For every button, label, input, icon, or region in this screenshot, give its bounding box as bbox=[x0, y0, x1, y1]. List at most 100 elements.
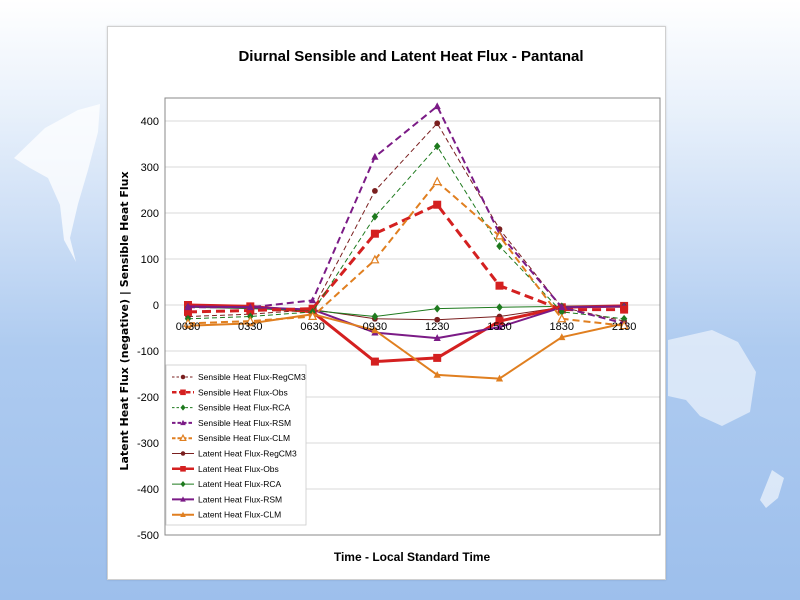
y-tick-label: -400 bbox=[137, 484, 159, 496]
plot-area-border bbox=[164, 97, 661, 536]
legend-label: Latent Heat Flux-RCA bbox=[198, 479, 281, 489]
legend-label: Sensible Heat Flux-RSM bbox=[198, 418, 291, 428]
legend-item: Sensible Heat Flux-RCA bbox=[172, 403, 290, 413]
data-point bbox=[371, 312, 379, 321]
data-point bbox=[246, 306, 255, 315]
line-chart: Diurnal Sensible and Latent Heat Flux - … bbox=[118, 48, 661, 564]
series-5 bbox=[183, 176, 629, 330]
x-tick-label: 1230 bbox=[425, 321, 449, 333]
data-point bbox=[558, 307, 566, 316]
y-tick-label: -300 bbox=[137, 438, 159, 450]
legend-marker bbox=[180, 496, 186, 502]
series-line bbox=[187, 180, 625, 327]
legend-item: Sensible Heat Flux-CLM bbox=[172, 433, 290, 443]
y-tick-label: 300 bbox=[141, 162, 159, 174]
data-point bbox=[495, 281, 504, 290]
legend-item: Sensible Heat Flux-Obs bbox=[172, 387, 288, 397]
data-point bbox=[434, 316, 441, 323]
data-point bbox=[620, 314, 628, 323]
data-point bbox=[433, 370, 441, 378]
y-tick-label: -500 bbox=[137, 530, 159, 542]
data-point bbox=[558, 333, 566, 341]
legend-item: Sensible Heat Flux-RSM bbox=[172, 418, 291, 428]
data-point bbox=[245, 315, 255, 325]
data-point bbox=[496, 242, 503, 251]
legend-marker bbox=[180, 481, 186, 488]
data-point bbox=[308, 311, 318, 320]
data-point bbox=[495, 374, 504, 382]
series-2 bbox=[184, 200, 629, 316]
series-3 bbox=[184, 142, 628, 323]
data-point bbox=[433, 102, 441, 110]
x-tick-label: 0630 bbox=[300, 321, 324, 333]
data-point bbox=[371, 212, 379, 221]
legend-item: Latent Heat Flux-CLM bbox=[172, 510, 281, 520]
legend-marker bbox=[180, 389, 186, 396]
data-point bbox=[433, 353, 442, 362]
data-point bbox=[246, 303, 254, 311]
legend-label: Latent Heat Flux-RegCM3 bbox=[198, 449, 297, 459]
legend: Sensible Heat Flux-RegCM3 Sensible Heat F… bbox=[165, 364, 307, 526]
data-point bbox=[494, 230, 505, 240]
legend-item: Latent Heat Flux-RCA bbox=[172, 479, 281, 489]
y-tick-label: 400 bbox=[141, 116, 159, 128]
legend-label: Latent Heat Flux-Obs bbox=[198, 464, 279, 474]
legend-label: Sensible Heat Flux-RegCM3 bbox=[198, 372, 306, 382]
y-tick-label: 200 bbox=[141, 208, 159, 220]
legend-marker bbox=[180, 404, 186, 411]
legend-label: Latent Heat Flux-CLM bbox=[198, 510, 281, 520]
x-tick-label: 2130 bbox=[612, 321, 636, 333]
legend-item: Sensible Heat Flux-RegCM3 bbox=[172, 372, 306, 382]
data-point bbox=[496, 303, 503, 312]
legend-marker bbox=[180, 451, 186, 456]
legend-marker bbox=[180, 419, 186, 426]
data-point bbox=[433, 142, 441, 151]
legend-label: Sensible Heat Flux-CLM bbox=[198, 433, 290, 443]
new-zealand-silhouette bbox=[760, 470, 784, 508]
legend-item: Latent Heat Flux-RegCM3 bbox=[172, 449, 297, 459]
data-point bbox=[372, 188, 378, 194]
data-point bbox=[557, 313, 567, 323]
y-tick-label: -100 bbox=[137, 346, 159, 358]
legend-marker bbox=[180, 374, 186, 380]
legend-item: Latent Heat Flux-Obs bbox=[172, 464, 279, 474]
data-point bbox=[184, 303, 192, 311]
data-point bbox=[433, 334, 441, 341]
series-line bbox=[187, 313, 625, 380]
legend-item: Latent Heat Flux-RSM bbox=[172, 494, 282, 504]
data-point bbox=[309, 296, 317, 304]
data-point bbox=[371, 326, 379, 334]
x-tick-label: 1530 bbox=[487, 321, 511, 333]
legend-label: Sensible Heat Flux-RCA bbox=[198, 403, 290, 413]
data-point bbox=[432, 176, 442, 186]
x-tick-label: 0930 bbox=[363, 321, 387, 333]
data-point bbox=[433, 304, 441, 313]
chart-title: Diurnal Sensible and Latent Heat Flux - … bbox=[238, 48, 583, 65]
chart-panel: Diurnal Sensible and Latent Heat Flux - … bbox=[107, 26, 666, 580]
data-point bbox=[370, 229, 379, 238]
legend-marker bbox=[180, 466, 186, 472]
x-tick-label: 0330 bbox=[238, 321, 262, 333]
data-point bbox=[620, 305, 629, 314]
data-point bbox=[495, 323, 504, 330]
data-point bbox=[371, 152, 379, 160]
data-point bbox=[370, 357, 379, 366]
x-tick-label: 0030 bbox=[176, 321, 200, 333]
y-tick-label: 100 bbox=[141, 254, 159, 266]
y-tick-label: -200 bbox=[137, 392, 159, 404]
legend-label: Sensible Heat Flux-Obs bbox=[198, 387, 288, 397]
series-line bbox=[187, 145, 625, 320]
north-america-silhouette bbox=[14, 104, 100, 262]
data-point bbox=[183, 318, 193, 327]
data-point bbox=[434, 120, 441, 127]
data-point bbox=[433, 200, 442, 209]
legend-label: Latent Heat Flux-RSM bbox=[198, 494, 282, 504]
australia-silhouette bbox=[668, 330, 756, 426]
series-line bbox=[188, 105, 625, 325]
legend-marker bbox=[180, 511, 186, 517]
data-point bbox=[370, 254, 380, 264]
data-point bbox=[619, 320, 629, 330]
data-point bbox=[184, 307, 192, 316]
x-tick-label: 1830 bbox=[550, 321, 574, 333]
y-tick-labels: 400 300 200 100 0 -100 -200 -300 -400 -500 bbox=[137, 116, 159, 542]
